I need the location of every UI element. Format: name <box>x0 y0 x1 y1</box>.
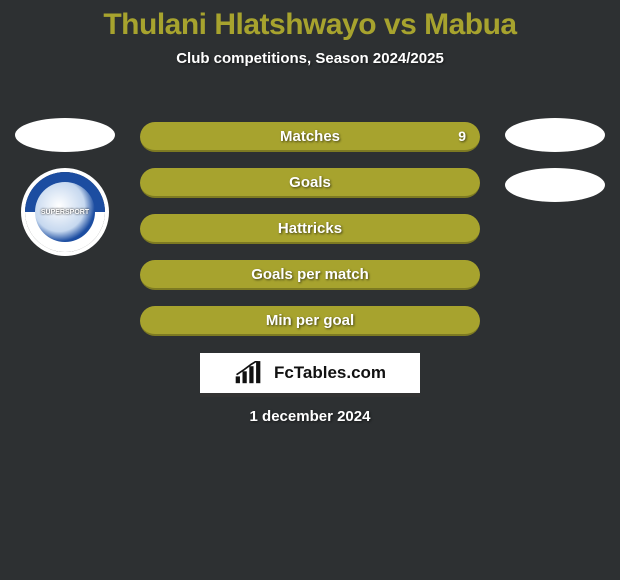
stat-label: Hattricks <box>278 220 342 237</box>
player-right-column <box>500 118 610 218</box>
stat-value-right: 9 <box>458 128 466 144</box>
stat-label: Matches <box>280 128 340 145</box>
player-left-club-badge: SUPERSPORT <box>21 168 109 256</box>
page-subtitle: Club competitions, Season 2024/2025 <box>0 50 620 67</box>
branding-text: FcTables.com <box>274 363 386 383</box>
stat-bar: Goals <box>140 168 480 198</box>
chart-icon <box>234 361 268 385</box>
branding-badge: FcTables.com <box>200 353 420 397</box>
page-title: Thulani Hlatshwayo vs Mabua <box>0 0 620 42</box>
club-badge-label: SUPERSPORT <box>35 182 95 242</box>
player-right-flag-2 <box>505 168 605 202</box>
stat-bar: Min per goal <box>140 306 480 336</box>
comparison-bars: Matches 9 Goals Hattricks Goals per match Min… <box>140 122 480 352</box>
stat-label: Min per goal <box>266 312 354 329</box>
player-left-column: SUPERSPORT <box>10 118 120 256</box>
snapshot-date: 1 december 2024 <box>0 408 620 425</box>
stat-label: Goals per match <box>251 266 369 283</box>
stat-bar: Matches 9 <box>140 122 480 152</box>
player-left-flag <box>15 118 115 152</box>
stat-label: Goals <box>289 174 331 191</box>
stat-bar: Goals per match <box>140 260 480 290</box>
player-right-flag <box>505 118 605 152</box>
stat-bar: Hattricks <box>140 214 480 244</box>
